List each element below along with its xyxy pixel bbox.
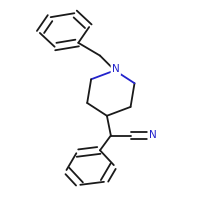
Text: N: N xyxy=(149,130,157,140)
Text: N: N xyxy=(112,64,120,74)
